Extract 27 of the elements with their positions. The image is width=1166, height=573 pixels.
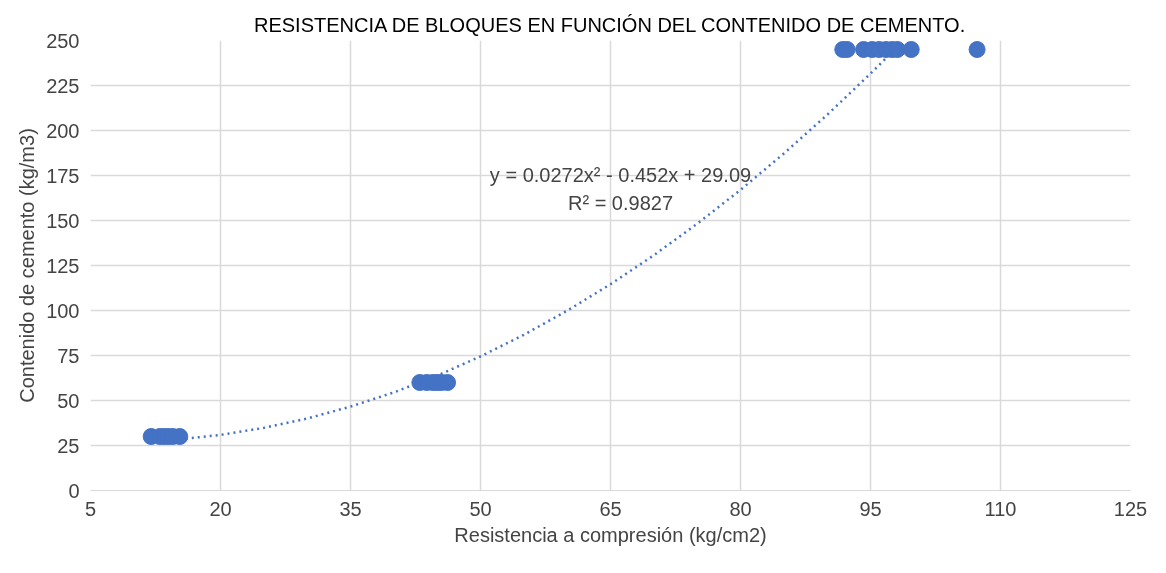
y-tick-label: 175 xyxy=(46,164,80,187)
annotation: R² = 0.9827 xyxy=(567,191,674,214)
y-tick-label: 150 xyxy=(46,209,80,232)
x-tick-label: 125 xyxy=(1113,497,1148,520)
x-axis-title: Resistencia a compresión (kg/cm2) xyxy=(454,523,767,546)
y-tick-label: 250 xyxy=(46,29,80,52)
x-tick-label: 65 xyxy=(599,497,622,520)
point xyxy=(902,41,920,58)
y-tick-label: 100 xyxy=(46,299,80,322)
y-tick-label: 25 xyxy=(57,434,80,457)
y-tick-label: 200 xyxy=(46,119,80,142)
annotation: y = 0.0272x² - 0.452x + 29.09 xyxy=(489,163,752,186)
point xyxy=(968,41,986,58)
y-tick-label: 125 xyxy=(46,254,80,277)
chart-title: RESISTENCIA DE BLOQUES EN FUNCIÓN DEL CONTENIDO DE CEMENTO. xyxy=(253,13,966,36)
x-tick-label: 110 xyxy=(984,497,1017,520)
y-tick-label: 225 xyxy=(46,74,80,97)
y-tick-label: 0 xyxy=(68,479,80,502)
x-tick-label: 20 xyxy=(209,497,232,520)
y-tick-label: 75 xyxy=(57,344,80,367)
x-tick-label: 80 xyxy=(729,497,752,520)
x-tick-label: 5 xyxy=(84,497,97,520)
x-tick-label: 35 xyxy=(339,497,362,520)
y-tick-label: 50 xyxy=(57,389,80,412)
y-axis-title: Contenido de cemento (kg/m3) xyxy=(16,128,39,403)
x-tick-label: 95 xyxy=(859,497,882,520)
x-tick-label: 50 xyxy=(469,497,492,520)
